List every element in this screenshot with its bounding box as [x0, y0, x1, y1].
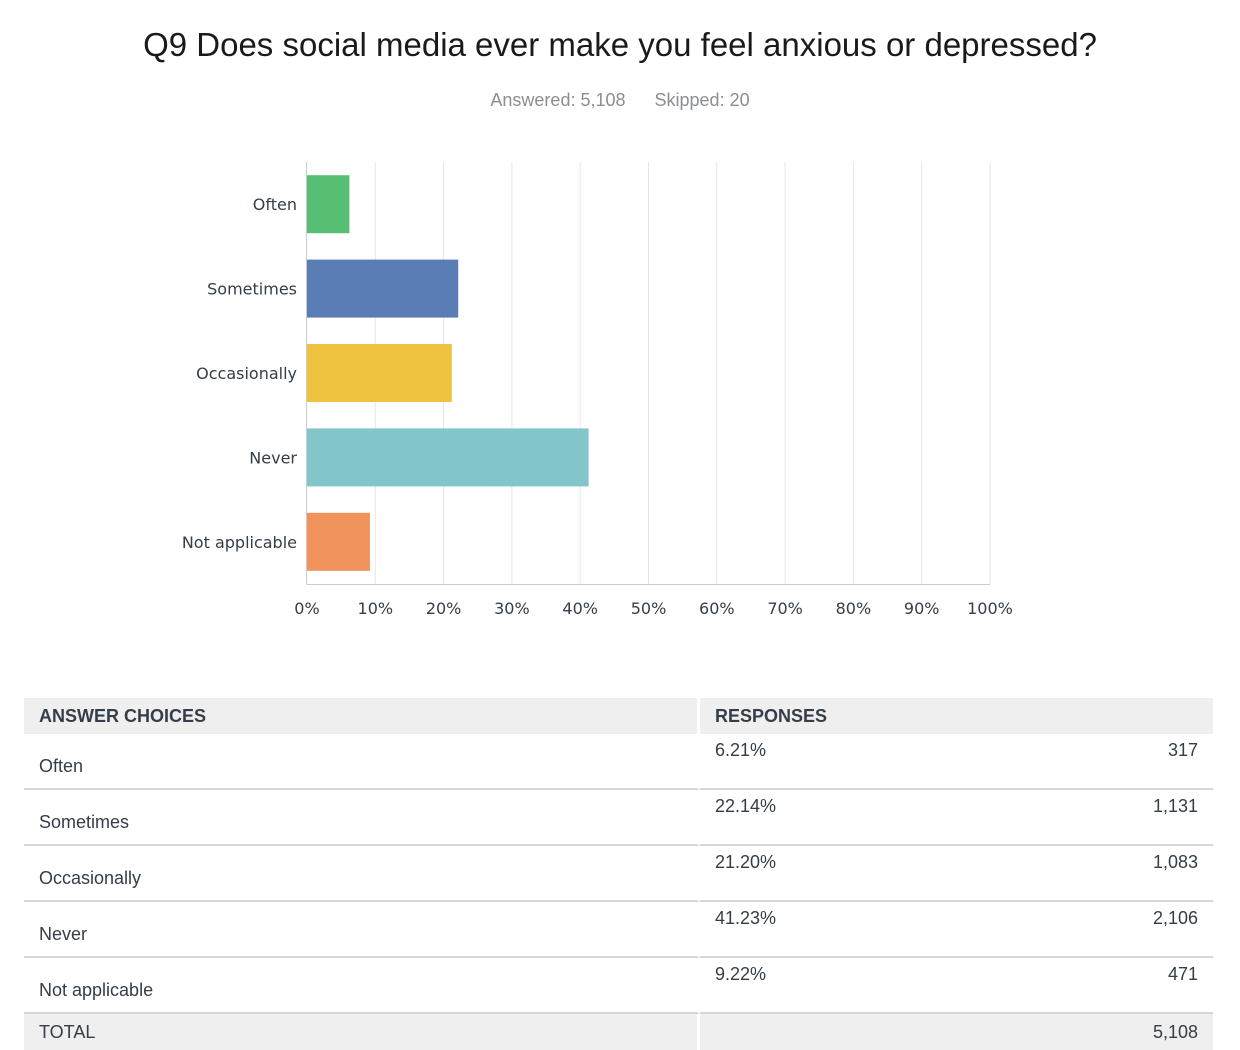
- bar-not-applicable: [307, 512, 370, 571]
- bar-occasionally: [307, 344, 452, 402]
- choice-cell: Not applicable: [24, 958, 700, 1014]
- choice-cell: Occasionally: [24, 846, 700, 902]
- results-table: ANSWER CHOICES RESPONSES Often 6.21% 317…: [24, 698, 1213, 1050]
- chart-gridlines: [374, 162, 991, 584]
- category-label: Occasionally: [196, 364, 297, 383]
- percent-cell: 6.21%: [700, 734, 982, 790]
- skipped-count: Skipped: 20: [654, 90, 750, 110]
- table-row: Not applicable 9.22% 471: [24, 958, 1213, 1014]
- table-row: Often 6.21% 317: [24, 734, 1213, 790]
- total-count: 5,108: [981, 1014, 1213, 1050]
- count-cell: 317: [981, 734, 1213, 790]
- percent-cell: 41.23%: [700, 902, 982, 958]
- answered-count: Answered: 5,108: [490, 90, 626, 110]
- table-row: Occasionally 21.20% 1,083: [24, 846, 1213, 902]
- bar-chart: Often Sometimes Occasionally Never Not appli…: [182, 162, 1013, 618]
- category-label: Not applicable: [182, 533, 297, 552]
- total-label: TOTAL: [24, 1014, 700, 1050]
- bar-often: [307, 175, 350, 234]
- response-summary: Answered: 5,108 Skipped: 20: [0, 90, 1240, 111]
- total-row: TOTAL 5,108: [24, 1014, 1213, 1050]
- x-tick-label: 20%: [426, 599, 462, 618]
- choice-cell: Often: [24, 734, 700, 790]
- chart-x-tick-labels: 0% 10% 20% 30% 40% 50% 60% 70% 80% 90% 100%: [294, 599, 1013, 618]
- x-tick-label: 70%: [767, 599, 803, 618]
- choice-cell: Sometimes: [24, 790, 700, 846]
- x-tick-label: 50%: [631, 599, 667, 618]
- x-tick-label: 100%: [967, 599, 1013, 618]
- chart-category-labels: Often Sometimes Occasionally Never Not appli…: [182, 195, 298, 552]
- table-row: Sometimes 22.14% 1,131: [24, 790, 1213, 846]
- x-tick-label: 0%: [294, 599, 319, 618]
- x-tick-label: 10%: [358, 599, 394, 618]
- category-label: Often: [253, 195, 297, 214]
- percent-cell: 22.14%: [700, 790, 982, 846]
- total-spacer: [700, 1014, 982, 1050]
- category-label: Sometimes: [207, 280, 297, 299]
- chart-bars: [307, 175, 589, 571]
- table-header-row: ANSWER CHOICES RESPONSES: [24, 698, 1213, 734]
- table-row: Never 41.23% 2,106: [24, 902, 1213, 958]
- count-cell: 2,106: [981, 902, 1213, 958]
- x-tick-label: 90%: [904, 599, 940, 618]
- count-cell: 1,131: [981, 790, 1213, 846]
- x-tick-label: 60%: [699, 599, 735, 618]
- choice-cell: Never: [24, 902, 700, 958]
- count-cell: 1,083: [981, 846, 1213, 902]
- percent-cell: 9.22%: [700, 958, 982, 1014]
- bar-sometimes: [307, 259, 459, 318]
- count-cell: 471: [981, 958, 1213, 1014]
- percent-cell: 21.20%: [700, 846, 982, 902]
- question-title: Q9 Does social media ever make you feel …: [143, 26, 1097, 63]
- category-label: Never: [249, 448, 297, 467]
- bar-never: [307, 428, 589, 487]
- x-tick-label: 80%: [836, 599, 872, 618]
- header-answer-choices: ANSWER CHOICES: [24, 698, 700, 734]
- chart-axes: [306, 162, 990, 585]
- header-responses: RESPONSES: [700, 698, 1213, 734]
- x-tick-label: 40%: [562, 599, 598, 618]
- x-tick-label: 30%: [494, 599, 530, 618]
